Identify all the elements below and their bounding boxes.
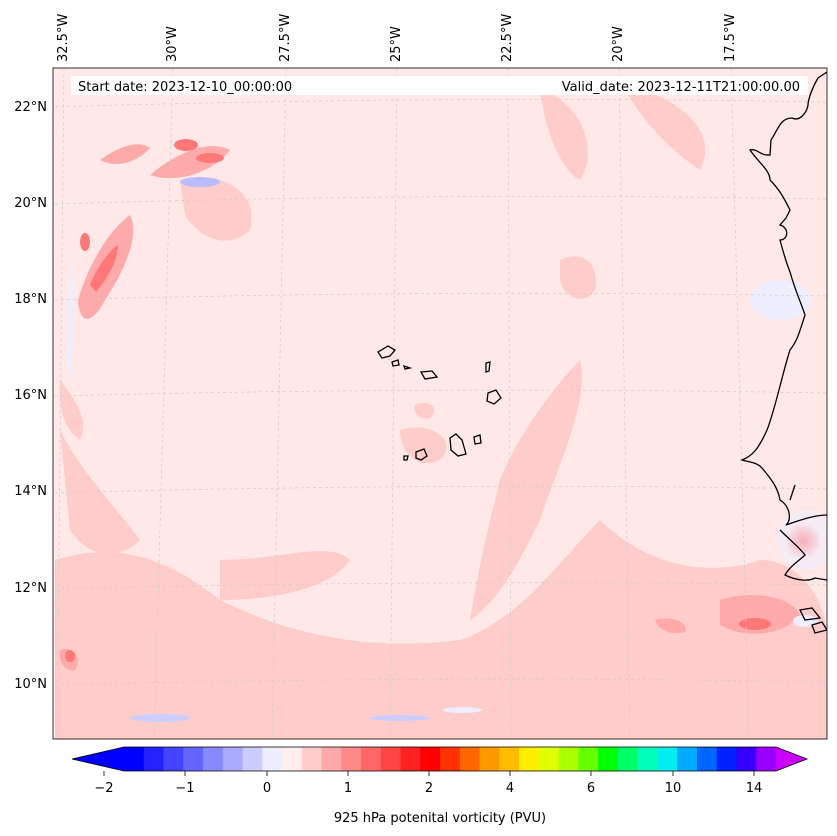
colorbar-cell: [459, 747, 481, 771]
africa-coastline-south: [779, 484, 827, 634]
colorbar-cell: [756, 747, 777, 771]
lat-label-22n: 22°N: [14, 100, 47, 115]
colorbar-cell: [420, 747, 441, 771]
colorbar-cell: [578, 747, 599, 771]
lat-label-16n: 16°N: [14, 388, 47, 403]
lon-label-30w: 30°W: [165, 26, 180, 62]
cb-tick-label: 1: [344, 781, 352, 796]
colorbar-cell: [736, 747, 757, 771]
colorbar-tick-labels: −2 −1 0 1 2 4 6 10 14: [94, 781, 762, 796]
africa-coastline: [740, 71, 827, 526]
colorbar-cell: [637, 747, 659, 771]
colorbar-cell: [321, 747, 342, 771]
map-frame: [52, 67, 828, 740]
graticule: [54, 68, 827, 739]
lat-label-14n: 14°N: [14, 484, 47, 499]
colorbar-cell: [538, 747, 560, 771]
colorbar-cell: [203, 747, 224, 771]
colorbar-cell: [598, 747, 619, 771]
start-date-text: Start date: 2023-12-10_00:00:00: [78, 80, 292, 95]
cb-tick-label: 0: [263, 781, 271, 796]
colorbar-label: 925 hPa potenital vorticity (PVU): [334, 811, 546, 826]
colorbar-cell: [696, 747, 718, 771]
colorbar-cell: [242, 747, 263, 771]
colorbar-cell: [558, 747, 580, 771]
colorbar-cell: [222, 747, 244, 771]
cb-tick-label: −1: [175, 781, 194, 796]
pv-field-light: [55, 80, 827, 739]
colorbar-extend-min: [72, 747, 124, 771]
header-box: [71, 76, 808, 95]
colorbar: −2 −1 0 1 2 4 6 10 14 925 hPa potenital …: [71, 746, 809, 826]
pv-field-negative: [67, 177, 827, 722]
colorbar-cell: [341, 747, 362, 771]
lon-label-32-5w: 32.5°W: [56, 14, 71, 62]
colorbar-outline: [71, 746, 809, 772]
colorbar-cell: [519, 747, 540, 771]
colorbar-cell: [163, 747, 184, 771]
colorbar-cell: [479, 747, 500, 771]
lon-label-20w: 20°W: [611, 26, 626, 62]
colorbar-extend-max: [776, 747, 807, 771]
lon-label-22-5w: 22.5°W: [500, 14, 515, 62]
colorbar-cell: [282, 747, 303, 771]
valid-date-text: Valid_date: 2023-12-11T21:00:00.00: [562, 80, 800, 95]
cb-tick-label: 10: [665, 781, 682, 796]
colorbar-cell: [617, 747, 639, 771]
colorbar-cell: [400, 747, 421, 771]
lat-label-10n: 10°N: [14, 677, 47, 692]
lon-label-27-5w: 27.5°W: [278, 14, 293, 62]
latitude-labels: 22°N 20°N 18°N 16°N 14°N 12°N 10°N: [14, 100, 47, 692]
map-panel: Start date: 2023-12-10_00:00:00 Valid_da…: [53, 68, 827, 739]
colorbar-cell: [677, 747, 698, 771]
colorbar-cell: [657, 747, 678, 771]
lat-label-20n: 20°N: [14, 196, 47, 211]
cb-tick-label: −2: [94, 781, 113, 796]
cb-tick-label: 14: [746, 781, 763, 796]
lat-label-18n: 18°N: [14, 292, 47, 307]
cb-tick-label: 2: [425, 781, 433, 796]
colorbar-cell: [716, 747, 738, 771]
colorbar-cell: [380, 747, 402, 771]
colorbar-cell: [124, 747, 145, 771]
cb-tick-label: 6: [587, 781, 595, 796]
lat-label-12n: 12°N: [14, 581, 47, 596]
cb-tick-label: 4: [506, 781, 514, 796]
lon-label-17-5w: 17.5°W: [723, 14, 738, 62]
longitude-labels: 32.5°W 30°W 27.5°W 25°W 22.5°W 20°W 17.5…: [56, 14, 738, 62]
colorbar-ticks: [103, 771, 755, 776]
colorbar-cell: [262, 747, 283, 771]
colorbar-cell: [143, 747, 165, 771]
colorbar-cell: [499, 747, 520, 771]
lon-label-25w: 25°W: [389, 26, 404, 62]
colorbar-cells: [124, 747, 777, 771]
colorbar-cell: [361, 747, 382, 771]
colorbar-cell: [183, 747, 204, 771]
colorbar-cell: [440, 747, 461, 771]
colorbar-cell: [301, 747, 323, 771]
cape-verde-islands: [377, 345, 502, 461]
pv-field-strong: [65, 139, 771, 662]
